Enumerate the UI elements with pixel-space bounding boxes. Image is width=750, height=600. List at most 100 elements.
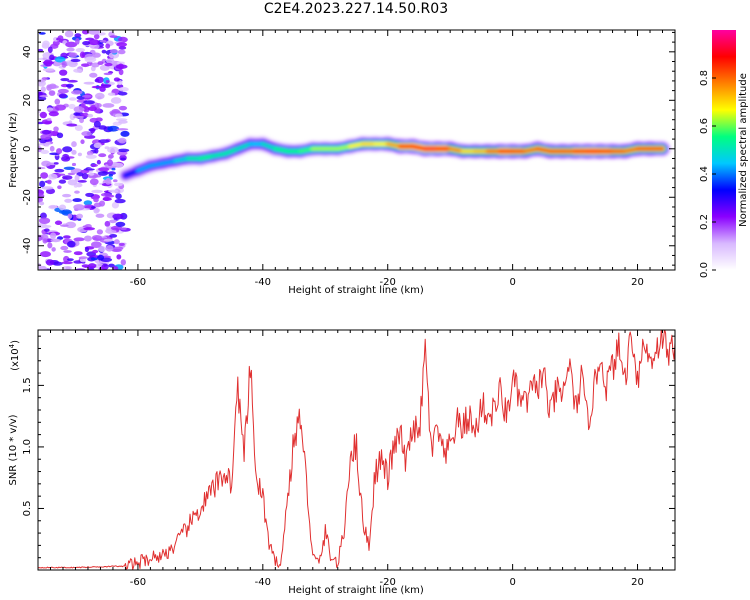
noise-blob: [70, 58, 81, 63]
noise-blob: [106, 159, 113, 167]
noise-blob: [91, 62, 100, 68]
noise-blob: [80, 169, 90, 174]
noise-blob: [108, 154, 114, 159]
ridge-segment: [298, 146, 315, 154]
noise-region: [38, 30, 131, 270]
noise-blob: [85, 192, 95, 197]
noise-blob: [112, 246, 124, 251]
noise-blob: [91, 241, 102, 248]
noise-blob: [101, 84, 112, 87]
y-tick-label: 0.5: [22, 501, 33, 517]
x-axis-title: Height of straight line (km): [288, 285, 424, 296]
noise-blob: [49, 145, 55, 152]
spectrogram-frame: [37, 29, 676, 271]
noise-blob: [118, 46, 127, 50]
noise-blob: [42, 238, 48, 244]
ridge-segment: [160, 158, 178, 166]
noise-blob: [38, 48, 44, 52]
noise-blob: [107, 92, 116, 96]
noise-blob: [54, 104, 66, 111]
noise-blob: [53, 162, 59, 165]
ridge-segment: [148, 161, 165, 168]
noise-blob: [40, 149, 50, 155]
noise-blob: [108, 174, 113, 177]
noise-blob: [76, 213, 83, 219]
noise-blob: [47, 242, 53, 249]
noise-blob: [63, 255, 70, 263]
noise-blob: [96, 229, 104, 235]
noise-blob: [83, 81, 95, 85]
noise-blob: [62, 175, 73, 180]
noise-blob: [90, 104, 96, 111]
noise-blob: [39, 111, 47, 119]
noise-blob: [42, 61, 55, 65]
ridge-segment: [198, 154, 215, 161]
noise-blob: [81, 264, 90, 268]
noise-blob: [81, 63, 90, 68]
noise-blob: [117, 63, 124, 70]
noise-blob: [41, 129, 51, 135]
snr-series-line: [38, 330, 675, 570]
y-axis-title: SNR (10 * v/v): [8, 414, 19, 485]
ridge-segment: [385, 141, 403, 149]
noise-blob: [98, 245, 106, 253]
noise-blob: [120, 259, 126, 266]
noise-blob: [89, 72, 98, 78]
noise-blob: [80, 139, 85, 145]
noise-blob: [101, 49, 107, 54]
y-tick-label: 20: [22, 94, 33, 107]
noise-blob: [49, 232, 57, 239]
y-multiplier-close: ): [10, 340, 21, 344]
noise-blob: [111, 108, 120, 114]
noise-blob: [74, 124, 83, 132]
noise-blob: [107, 125, 120, 132]
noise-blob: [91, 234, 103, 241]
x-tick-label: 0: [509, 577, 515, 588]
noise-blob: [46, 107, 54, 111]
ridge-segment: [273, 146, 290, 154]
x-tick-label: 20: [631, 577, 644, 588]
noise-blob: [83, 200, 93, 206]
noise-blob: [62, 265, 73, 270]
noise-blob: [67, 60, 78, 68]
noise-blob: [73, 106, 85, 113]
noise-blob: [98, 200, 106, 207]
noise-blob: [113, 239, 120, 245]
noise-blob: [100, 192, 112, 197]
noise-blob: [67, 213, 73, 219]
noise-blob: [41, 186, 54, 190]
noise-blob: [93, 207, 100, 214]
noise-blob: [41, 77, 48, 80]
ridge-segment: [223, 146, 240, 156]
noise-blob: [97, 32, 106, 36]
noise-blob: [88, 267, 95, 270]
page-title: C2E4.2023.227.14.50.R03: [263, 1, 449, 17]
ridge-segment: [260, 141, 278, 151]
noise-blob: [42, 68, 55, 72]
noise-blob: [112, 266, 119, 270]
noise-blob: [62, 146, 73, 153]
noise-blob: [95, 76, 104, 84]
ridge-segment: [523, 146, 540, 154]
noise-blob: [95, 213, 105, 218]
ridge-segment: [335, 144, 353, 151]
colorbar-tick-label: 0.6: [699, 118, 710, 134]
noise-blob: [39, 94, 49, 98]
noise-blob: [103, 238, 114, 242]
noise-blob: [42, 40, 50, 48]
noise-blob: [98, 266, 106, 270]
noise-blob: [66, 123, 78, 127]
noise-blob: [109, 35, 118, 38]
noise-blob: [67, 79, 78, 83]
colorbar: 0.0 0.2 0.4 0.6 0.8 Normalized spectral ampl…: [699, 30, 749, 278]
noise-blob: [116, 254, 122, 260]
noise-blob: [88, 30, 100, 35]
noise-blob: [93, 120, 101, 128]
noise-blob: [38, 196, 43, 203]
noise-blob: [73, 251, 83, 256]
y-axis-title: Frequency (Hz): [8, 112, 19, 188]
y-multiplier-base: (x10: [10, 348, 21, 371]
noise-blob: [50, 43, 59, 49]
noise-blob: [111, 167, 116, 171]
